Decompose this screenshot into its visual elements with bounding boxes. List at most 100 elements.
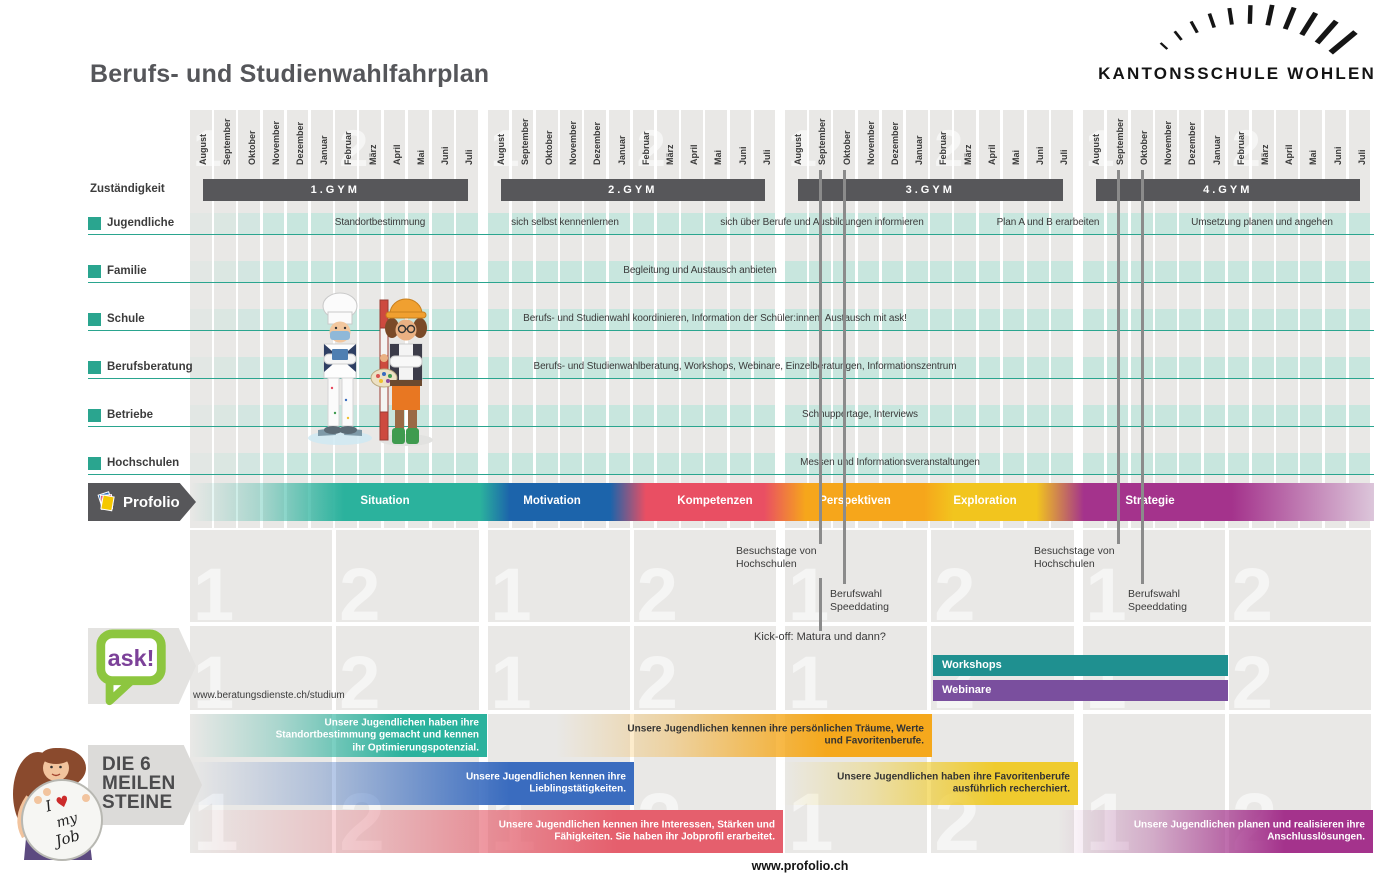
month-label: September — [817, 118, 828, 165]
row-band-cell — [1348, 405, 1371, 426]
semester-number: 2 — [339, 119, 369, 168]
milestone-text: Unsere Jugendlichen kennen ihre Interess… — [498, 819, 775, 843]
row-band-cell — [930, 261, 952, 282]
logo-tick-mark — [1328, 30, 1358, 55]
milestones-title-line: STEINE — [102, 792, 173, 813]
row-band-cell — [262, 405, 285, 426]
row-band-cell — [1051, 453, 1073, 474]
row-band-cell — [632, 405, 655, 426]
month-label: Februar — [1235, 131, 1246, 165]
logo-tick-mark — [1159, 42, 1169, 50]
row-band-cell — [584, 357, 606, 378]
row-band-cell — [511, 309, 534, 330]
row-band-cell — [456, 405, 478, 426]
row-band-cell — [286, 405, 309, 426]
month-label: Februar — [640, 131, 651, 165]
row-band-cell — [1179, 357, 1201, 378]
year-bar-2gym: 2.GYM — [500, 179, 765, 201]
row-band-cell — [1251, 309, 1274, 330]
row-band-cell — [785, 309, 807, 330]
month-label: November — [568, 120, 579, 165]
row-band-cell — [1002, 309, 1025, 330]
month-label: August — [1090, 134, 1101, 165]
profolio-phase-label: Exploration — [953, 495, 1017, 507]
month-label: April — [1284, 144, 1295, 165]
row-band-cell — [1082, 357, 1105, 378]
row-band-cell — [1203, 213, 1226, 234]
row-band-cell — [656, 405, 679, 426]
row-band-cell — [311, 261, 333, 282]
row-band-cell — [456, 261, 478, 282]
semester-block — [931, 530, 1074, 622]
profolio-logo-icon — [97, 491, 115, 512]
semester-number: 1 — [193, 552, 235, 622]
chef-figure — [318, 292, 362, 436]
month-label: August — [495, 134, 506, 165]
row-band-cell — [262, 213, 285, 234]
row-band-cell — [1324, 453, 1347, 474]
row-band-cell — [729, 453, 752, 474]
row-band-cell — [1251, 213, 1274, 234]
month-label: Juni — [440, 146, 451, 165]
row-band-cell — [214, 357, 236, 378]
event-label-besuchstage: Besuchstage von Hochschulen — [1034, 545, 1115, 570]
row-band-cell — [632, 309, 655, 330]
row-band-cell — [1276, 405, 1298, 426]
activity-label: sich über Berufe und Ausbildungen inform… — [720, 217, 924, 228]
row-band-cell — [881, 405, 904, 426]
row-band-cell — [383, 261, 406, 282]
month-label: März — [367, 144, 378, 165]
row-band-cell — [857, 405, 880, 426]
row-band-cell — [881, 213, 904, 234]
milestones-title: DIE 6 MEILEN STEINE — [88, 745, 202, 825]
month-label: Juli — [761, 149, 772, 165]
row-band-cell — [214, 405, 236, 426]
semester-number: 2 — [1231, 640, 1273, 710]
row-band-cell — [1348, 357, 1371, 378]
profolio-phase-label: Strategie — [1125, 495, 1175, 507]
row-band-cell — [729, 405, 752, 426]
milestone-bar: Unsere Jugendlichen haben ihre Standortb… — [190, 714, 487, 757]
row-band-cell — [1027, 405, 1049, 426]
row-band-cell — [1276, 213, 1298, 234]
milestone-bar: Unsere Jugendlichen kennen ihre persönli… — [556, 714, 932, 757]
year-bar-4gym: 4.GYM — [1095, 179, 1360, 201]
row-band-cell — [632, 453, 655, 474]
event-label-kickoff: Kick-off: Matura und dann? — [754, 631, 886, 643]
profolio-logo-text: Profolio — [123, 493, 180, 511]
row-band-cell — [753, 261, 776, 282]
row-band-cell — [1300, 309, 1322, 330]
event-marker-line — [842, 170, 846, 584]
row-underline — [88, 425, 1374, 427]
ask-logo-text: ask! — [108, 645, 155, 671]
row-band-cell — [608, 213, 631, 234]
row-band-cell — [1155, 261, 1177, 282]
row-band-cell — [1179, 309, 1201, 330]
row-band-cell — [705, 213, 727, 234]
month-label: Juli — [1356, 149, 1367, 165]
row-band-cell — [1300, 453, 1322, 474]
row-band-cell — [954, 357, 977, 378]
semester-number: 2 — [1231, 119, 1261, 168]
activity-label: sich selbst kennenlernen — [511, 217, 619, 228]
row-band-cell — [753, 357, 776, 378]
row-band-cell — [930, 357, 952, 378]
semester-number: 1 — [1085, 552, 1127, 622]
row-band-cell — [584, 405, 606, 426]
row-band-cell — [1227, 213, 1250, 234]
row-band-cell — [906, 213, 928, 234]
semester-block — [190, 530, 333, 622]
row-band-cell — [511, 213, 534, 234]
row-band-cell — [656, 261, 679, 282]
row-band-cell — [456, 309, 478, 330]
month-label: Oktober — [246, 130, 257, 165]
row-band-cell — [511, 405, 534, 426]
row-band-cell — [705, 309, 727, 330]
row-band-cell — [487, 213, 510, 234]
semester-number: 2 — [339, 640, 381, 710]
logo-tick-mark — [1227, 7, 1234, 25]
row-label-jugendliche: Jugendliche — [107, 216, 175, 229]
row-band-cell — [487, 357, 510, 378]
semester-band: 1 2 1 2 1 2 1 2 — [190, 110, 1374, 168]
row-band-cell — [487, 261, 510, 282]
